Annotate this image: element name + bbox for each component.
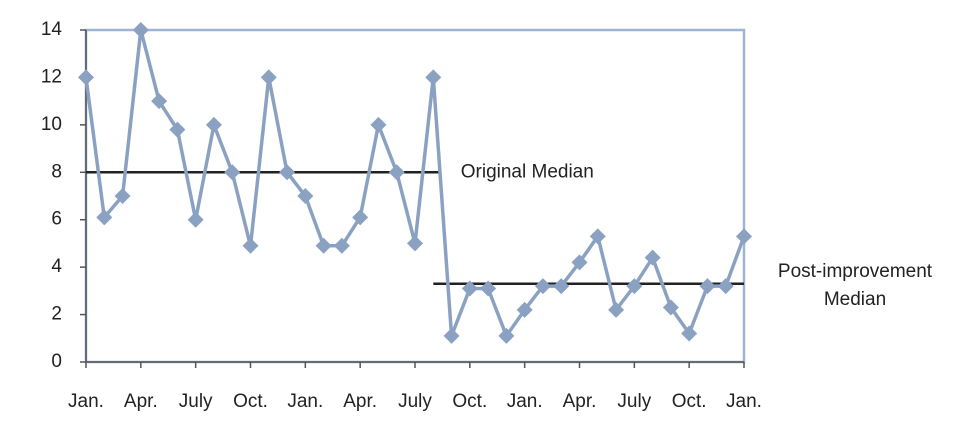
data-point	[114, 188, 131, 204]
data-point	[717, 278, 734, 295]
plot-frame	[84, 28, 746, 364]
x-tick-label: Jan.	[726, 391, 762, 412]
data-point	[279, 164, 296, 181]
data-line	[84, 28, 746, 338]
x-tick-label: Apr.	[563, 391, 597, 412]
data-point	[407, 235, 423, 252]
data-point	[132, 22, 149, 38]
data-point	[205, 116, 222, 133]
x-tick-label: Jan.	[287, 391, 323, 412]
data-point	[553, 278, 570, 295]
data-point	[443, 327, 460, 344]
y-tick-label: 2	[51, 304, 62, 325]
y-tick-label: 8	[51, 161, 62, 182]
data-point	[242, 237, 259, 254]
data-point	[370, 116, 387, 133]
x-tick-label: Jan.	[507, 391, 543, 412]
data-point	[78, 69, 94, 86]
x-tick-label: Oct.	[233, 391, 268, 412]
data-point	[516, 301, 533, 318]
data-point	[388, 164, 405, 181]
x-tick-label: Oct.	[672, 391, 707, 412]
data-point	[461, 280, 478, 297]
data-point	[260, 69, 277, 86]
y-tick-label: 10	[41, 114, 62, 135]
data-point	[480, 280, 497, 297]
data-point	[169, 121, 186, 138]
data-point	[187, 211, 204, 228]
data-point	[425, 69, 442, 86]
x-tick-label: July	[617, 391, 651, 412]
data-point	[626, 278, 643, 295]
data-point	[644, 249, 661, 266]
data-point	[333, 237, 350, 254]
data-point	[315, 237, 332, 254]
x-tick-label: Jan.	[68, 391, 104, 412]
data-point	[736, 228, 752, 245]
x-tick-label: Apr.	[124, 391, 158, 412]
y-tick-label: 12	[41, 66, 62, 87]
data-point	[96, 209, 113, 226]
data-point	[681, 325, 698, 342]
median-label: Median	[824, 289, 886, 310]
x-tick-label: July	[398, 391, 432, 412]
x-tick-label: Apr.	[343, 391, 377, 412]
y-tick-label: 0	[51, 351, 62, 372]
y-tick-label: 6	[51, 209, 62, 230]
data-point	[589, 228, 606, 245]
data-point	[571, 254, 588, 271]
data-point	[662, 299, 679, 316]
y-tick-label: 4	[51, 256, 62, 277]
median-label: Post-improvement	[778, 261, 933, 282]
data-point	[608, 301, 625, 318]
data-point	[297, 188, 314, 204]
x-tick-label: Oct.	[452, 391, 487, 412]
data-point	[151, 93, 168, 110]
y-tick-label: 14	[41, 19, 63, 40]
data-point	[699, 278, 716, 295]
median-label: Original Median	[461, 161, 594, 182]
data-point	[498, 327, 515, 344]
data-point	[352, 209, 369, 226]
data-point	[534, 278, 551, 295]
data-point	[224, 164, 241, 181]
x-tick-label: July	[179, 391, 213, 412]
